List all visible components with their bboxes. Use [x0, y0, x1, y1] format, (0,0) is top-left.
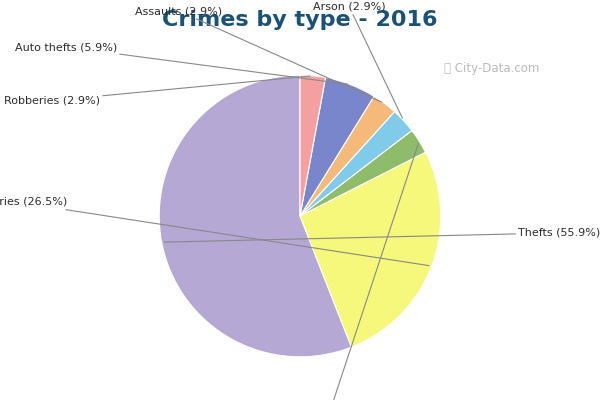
Wedge shape: [300, 130, 425, 216]
Text: Robberies (2.9%): Robberies (2.9%): [4, 76, 310, 106]
Wedge shape: [300, 96, 395, 216]
Wedge shape: [300, 152, 441, 347]
Wedge shape: [300, 75, 326, 216]
Wedge shape: [300, 112, 412, 216]
Text: ⓘ City-Data.com: ⓘ City-Data.com: [445, 62, 539, 75]
Text: Thefts (55.9%): Thefts (55.9%): [164, 228, 600, 242]
Wedge shape: [300, 78, 374, 216]
Text: Auto thefts (5.9%): Auto thefts (5.9%): [15, 42, 348, 84]
Text: Arson (2.9%): Arson (2.9%): [313, 2, 403, 118]
Text: Burglaries (26.5%): Burglaries (26.5%): [0, 197, 429, 266]
Text: Murders (2.9%): Murders (2.9%): [282, 144, 418, 400]
Text: Assaults (2.9%): Assaults (2.9%): [136, 6, 382, 102]
Text: Crimes by type - 2016: Crimes by type - 2016: [162, 10, 438, 30]
Wedge shape: [159, 75, 352, 357]
